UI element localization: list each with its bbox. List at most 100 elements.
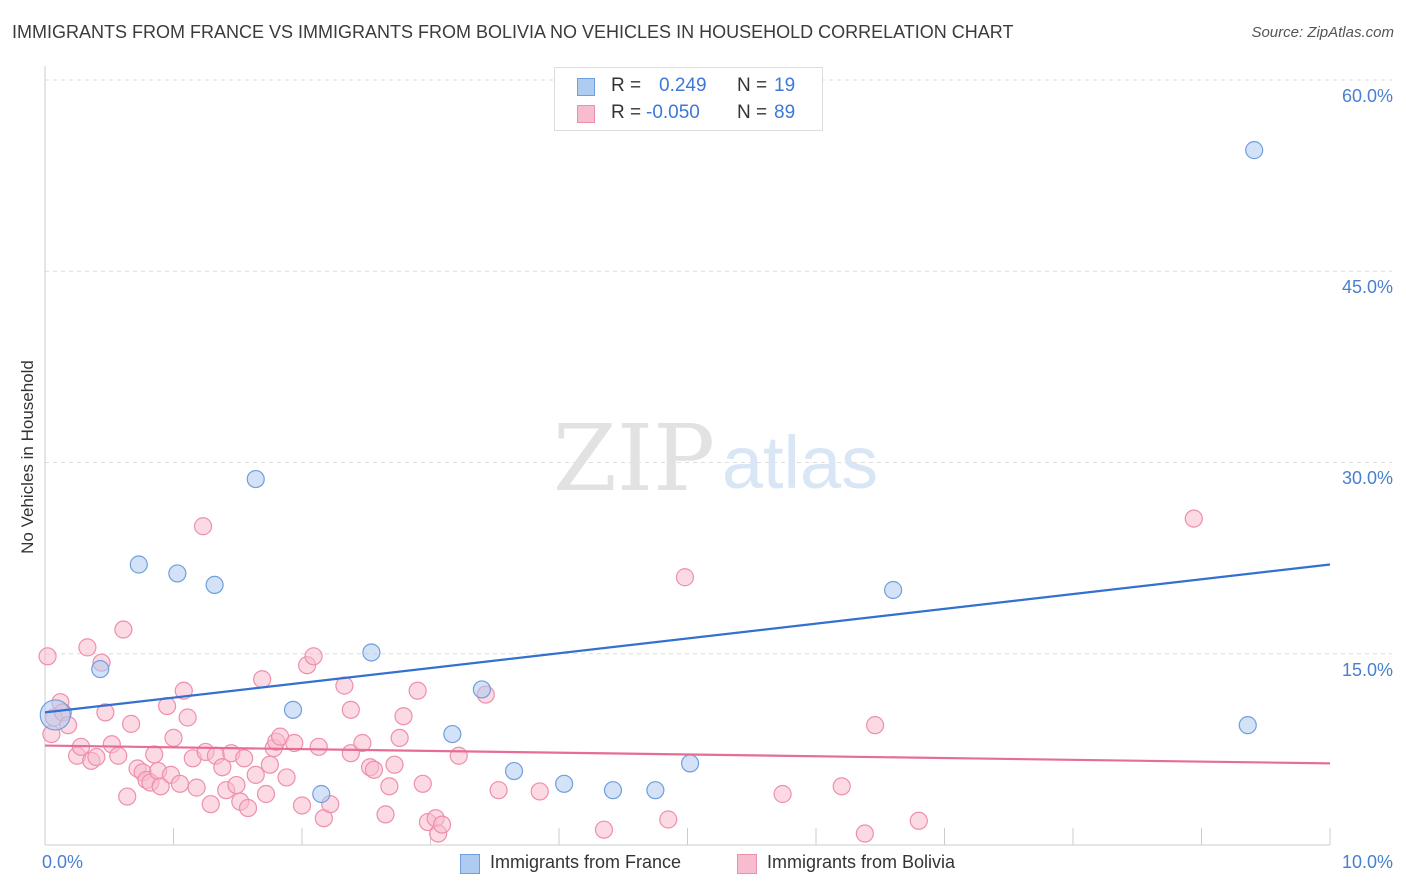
bolivia-swatch	[577, 105, 595, 123]
bolivia-point	[530, 782, 549, 801]
bolivia-point	[87, 747, 106, 767]
n-value: 19	[774, 75, 796, 96]
legend-label-france: Immigrants from France	[490, 852, 682, 872]
bolivia-point	[201, 795, 220, 814]
france-point	[603, 781, 623, 800]
france-swatch	[460, 854, 480, 874]
bolivia-point	[394, 707, 413, 726]
bolivia-point	[164, 728, 183, 748]
bolivia-point	[193, 517, 213, 536]
france-point	[646, 781, 665, 800]
bolivia-point	[96, 703, 115, 722]
bolivia-point	[1184, 509, 1203, 528]
n-value: 89	[774, 102, 796, 123]
france-point	[283, 700, 303, 719]
bolivia-point	[449, 746, 468, 765]
bolivia-point	[380, 777, 399, 796]
france-point	[246, 469, 265, 489]
bolivia-point	[659, 810, 678, 829]
bolivia-point	[304, 647, 323, 666]
bolivia-point	[260, 755, 279, 774]
n-label: N =	[737, 102, 768, 123]
france-point	[883, 580, 903, 600]
r-label: R =	[611, 75, 642, 96]
bolivia-point	[385, 755, 404, 774]
bolivia-points	[38, 509, 1203, 843]
bolivia-point	[38, 647, 57, 666]
legend-label-bolivia: Immigrants from Bolivia	[767, 852, 956, 872]
x-tick-label-max: 10.0%	[1341, 852, 1393, 872]
france-point	[362, 643, 381, 662]
france-point	[443, 724, 462, 744]
bolivia-point	[114, 620, 133, 639]
france-swatch	[577, 78, 595, 96]
bolivia-point	[78, 638, 97, 657]
bolivia-point	[187, 778, 206, 797]
watermark: ZIP atlas	[553, 405, 878, 512]
bolivia-trend-line	[44, 744, 1331, 765]
bolivia-point	[246, 765, 265, 784]
bolivia-point	[121, 714, 141, 733]
france-point	[91, 659, 110, 679]
watermark-atlas: atlas	[722, 421, 878, 504]
bolivia-point	[213, 758, 232, 777]
r-value: -0.050	[646, 102, 700, 123]
france-point	[205, 575, 224, 595]
bolivia-point	[151, 777, 170, 796]
bolivia-point	[353, 733, 372, 753]
bolivia-point	[594, 820, 614, 839]
france-point	[129, 555, 148, 574]
bolivia-point	[109, 746, 128, 765]
bolivia-point	[675, 568, 695, 587]
france-point	[1245, 141, 1264, 160]
france-point	[504, 761, 524, 781]
bolivia-point	[178, 708, 197, 727]
bolivia-point	[227, 775, 246, 795]
bolivia-point	[309, 737, 328, 756]
watermark-zip: ZIP	[553, 405, 715, 512]
bolivia-point	[118, 787, 137, 806]
n-label: N =	[737, 75, 768, 96]
bolivia-point	[253, 670, 272, 689]
series-legend: Immigrants from France Immigrants from B…	[0, 852, 1406, 878]
bolivia-point	[364, 760, 384, 779]
france-trend-line	[44, 563, 1331, 714]
bolivia-point	[413, 774, 432, 793]
bolivia-point	[773, 784, 792, 804]
gridlines	[45, 79, 1392, 655]
chart-title: IMMIGRANTS FROM FRANCE VS IMMIGRANTS FRO…	[12, 22, 1014, 42]
r-label: R =	[611, 102, 642, 123]
france-point	[680, 754, 700, 773]
bolivia-point	[832, 777, 851, 796]
bolivia-point	[390, 728, 409, 748]
x-tick-label-min: 0.0%	[42, 852, 84, 872]
bolivia-swatch	[737, 854, 757, 874]
france-points	[39, 141, 1264, 804]
france-point	[168, 564, 187, 583]
bolivia-point	[277, 768, 296, 787]
correlation-legend: R = 0.249 N = 19 R = -0.050 N = 89	[554, 67, 823, 131]
bolivia-point	[238, 798, 258, 818]
source-credit: Source: ZipAtlas.com	[1251, 24, 1394, 41]
bolivia-point	[855, 824, 874, 843]
bolivia-point	[866, 716, 885, 735]
bolivia-point	[408, 681, 427, 700]
bolivia-point	[376, 805, 395, 824]
france-point	[1238, 716, 1257, 735]
bolivia-point	[909, 811, 928, 830]
france-point	[39, 699, 71, 731]
y-tick-label-15: 15.0%	[1341, 660, 1393, 680]
bolivia-point	[256, 784, 276, 804]
france-point	[555, 774, 574, 793]
y-tick-label-60: 60.0%	[1341, 86, 1393, 106]
y-tick-label-45: 45.0%	[1341, 277, 1393, 297]
france-point	[472, 680, 491, 699]
bolivia-point	[489, 781, 508, 800]
bolivia-point	[170, 774, 190, 793]
bolivia-point	[235, 749, 254, 768]
bolivia-point	[341, 700, 360, 719]
y-tick-label-30: 30.0%	[1341, 468, 1393, 488]
bolivia-point	[432, 815, 452, 834]
france-point	[312, 784, 331, 804]
